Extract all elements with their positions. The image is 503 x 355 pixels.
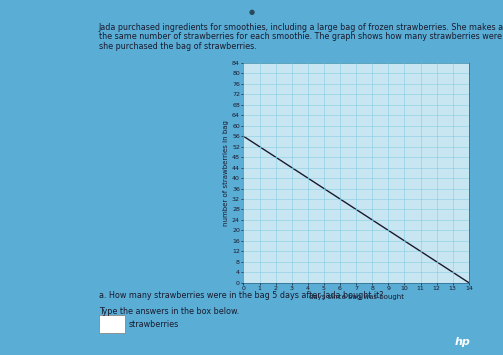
Text: the same number of strawberries for each smoothie. The graph shows how many stra: the same number of strawberries for each… <box>99 32 503 41</box>
Y-axis label: number of strawberries in bag: number of strawberries in bag <box>223 120 229 226</box>
Text: she purchased the bag of strawberries.: she purchased the bag of strawberries. <box>99 42 257 51</box>
Text: ●: ● <box>248 9 255 15</box>
Text: hp: hp <box>455 337 471 347</box>
Text: a. How many strawberries were in the bag 5 days after Jada bought it?: a. How many strawberries were in the bag… <box>99 291 383 300</box>
Text: Jada purchased ingredients for smoothies, including a large bag of frozen strawb: Jada purchased ingredients for smoothies… <box>99 23 503 32</box>
X-axis label: days since bag was bought: days since bag was bought <box>309 294 403 300</box>
FancyBboxPatch shape <box>99 315 125 333</box>
Text: strawberries: strawberries <box>129 320 179 328</box>
Text: Type the answers in the box below.: Type the answers in the box below. <box>99 307 239 316</box>
